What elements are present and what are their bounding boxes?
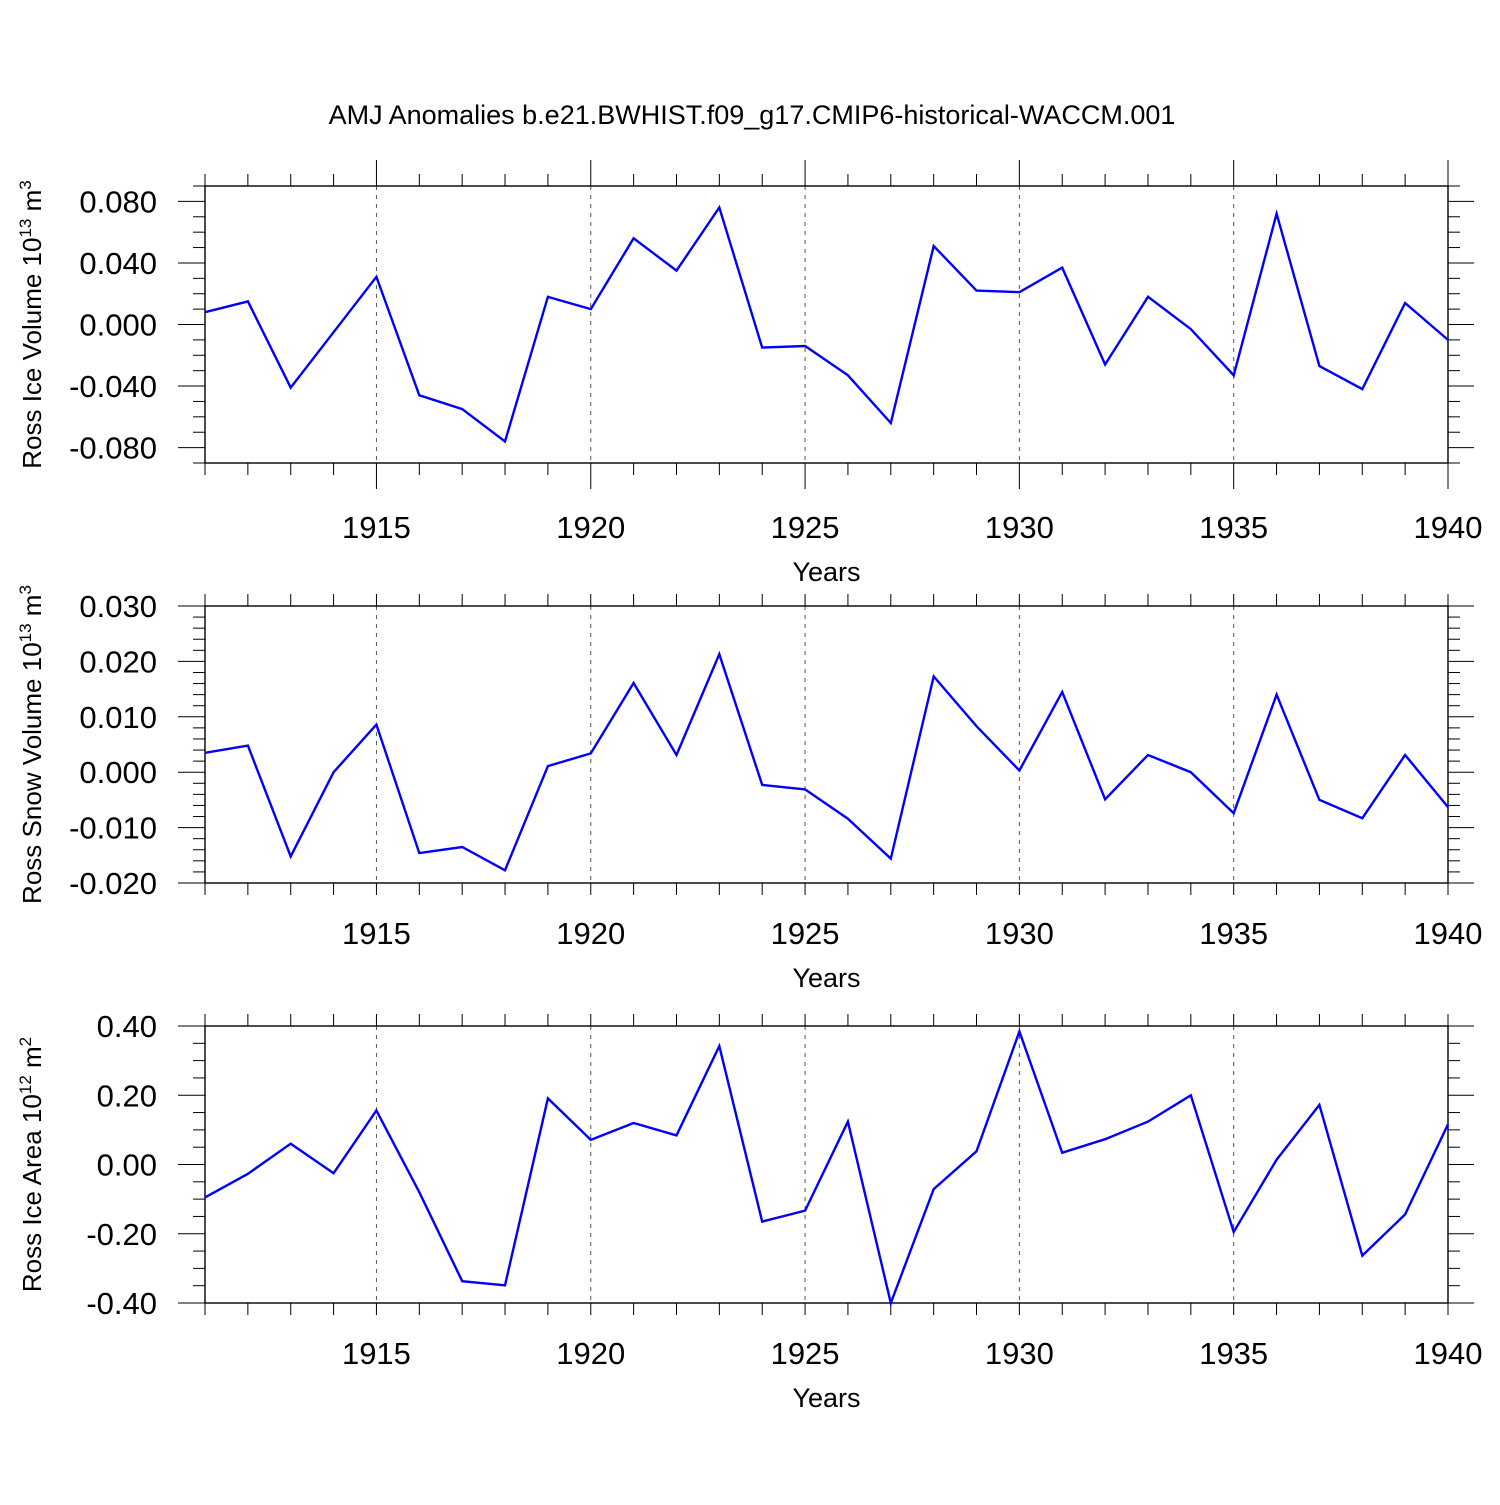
x-tick-label: 1925 [771, 510, 840, 545]
y-axis-label: Ross Ice Volume 1013 m3 [16, 180, 47, 469]
y-tick-label: 0.030 [79, 589, 157, 624]
series-line-ice-area [205, 1032, 1448, 1304]
y-tick-label: 0.40 [97, 1009, 157, 1044]
x-tick-label: 1915 [342, 510, 411, 545]
x-tick-label: 1920 [556, 916, 625, 951]
y-tick-label: 0.20 [97, 1078, 157, 1113]
x-tick-label: 1935 [1199, 510, 1268, 545]
x-tick-label: 1920 [556, 510, 625, 545]
x-tick-label: 1930 [985, 916, 1054, 951]
chart-title: AMJ Anomalies b.e21.BWHIST.f09_g17.CMIP6… [329, 100, 1176, 130]
x-tick-label: 1925 [771, 916, 840, 951]
y-axis-label-unit: m [17, 190, 47, 219]
x-tick-label: 1930 [985, 510, 1054, 545]
y-axis-label-text: Ross Ice Area 10 [17, 1094, 47, 1292]
panel-ice-area: -0.40 -0.20 0.00 0.20 0.40 1915 1920 1925 1930 19… [16, 1009, 1482, 1413]
y-tick-label: 0.020 [79, 644, 157, 679]
y-axis-label-unit-exponent: 3 [16, 585, 35, 594]
x-tick-label: 1930 [985, 1336, 1054, 1371]
x-tick-label: 1915 [342, 916, 411, 951]
x-axis-label: Years [792, 557, 860, 587]
y-tick-label: -0.040 [69, 369, 157, 404]
y-tick-label: -0.20 [86, 1217, 157, 1252]
x-axis-label: Years [792, 963, 860, 993]
x-tick-label: 1940 [1414, 510, 1483, 545]
series-line-snow-volume [205, 654, 1448, 870]
y-tick-label: 0.000 [79, 308, 157, 343]
y-tick-label: -0.40 [86, 1286, 157, 1321]
y-tick-label: 0.000 [79, 755, 157, 790]
y-tick-label: 0.080 [79, 184, 157, 219]
y-axis-label-exponent: 12 [16, 1075, 35, 1094]
x-tick-label: 1915 [342, 1336, 411, 1371]
y-axis-label-exponent: 13 [16, 623, 35, 642]
panels: -0.080 -0.040 0.000 0.040 0.080 1915 1920 1925 1… [16, 160, 1482, 1413]
x-tick-label: 1920 [556, 1336, 625, 1371]
y-axis-label: Ross Snow Volume 1013 m3 [16, 585, 47, 904]
plot-frame [205, 606, 1448, 883]
y-axis-label-unit: m [17, 595, 47, 624]
y-axis-label-exponent: 13 [16, 219, 35, 238]
panel-snow-volume: -0.020 -0.010 0.000 0.010 0.020 0.030 1915 1920… [16, 585, 1482, 993]
y-axis-label-text: Ross Snow Volume 10 [17, 642, 47, 904]
x-tick-label: 1935 [1199, 1336, 1268, 1371]
y-tick-label: -0.010 [69, 811, 157, 846]
y-axis-label-unit-exponent: 3 [16, 180, 35, 189]
y-axis-label-unit: m [17, 1046, 47, 1075]
plot-frame [205, 186, 1448, 463]
y-tick-label: -0.080 [69, 431, 157, 466]
y-tick-label: 0.00 [97, 1148, 157, 1183]
x-tick-label: 1940 [1414, 1336, 1483, 1371]
y-tick-label: -0.020 [69, 866, 157, 901]
y-tick-label: 0.040 [79, 246, 157, 281]
y-axis-label-unit-exponent: 2 [16, 1037, 35, 1046]
y-tick-label: 0.010 [79, 700, 157, 735]
y-axis-label-text: Ross Ice Volume 10 [17, 238, 47, 469]
x-tick-label: 1925 [771, 1336, 840, 1371]
x-tick-label: 1935 [1199, 916, 1268, 951]
y-axis-label: Ross Ice Area 1012 m2 [16, 1037, 47, 1292]
x-tick-label: 1940 [1414, 916, 1483, 951]
series-line-ice-volume [205, 208, 1448, 442]
x-axis-label: Years [792, 1383, 860, 1413]
panel-ice-volume: -0.080 -0.040 0.000 0.040 0.080 1915 1920 1925 1… [16, 160, 1482, 587]
